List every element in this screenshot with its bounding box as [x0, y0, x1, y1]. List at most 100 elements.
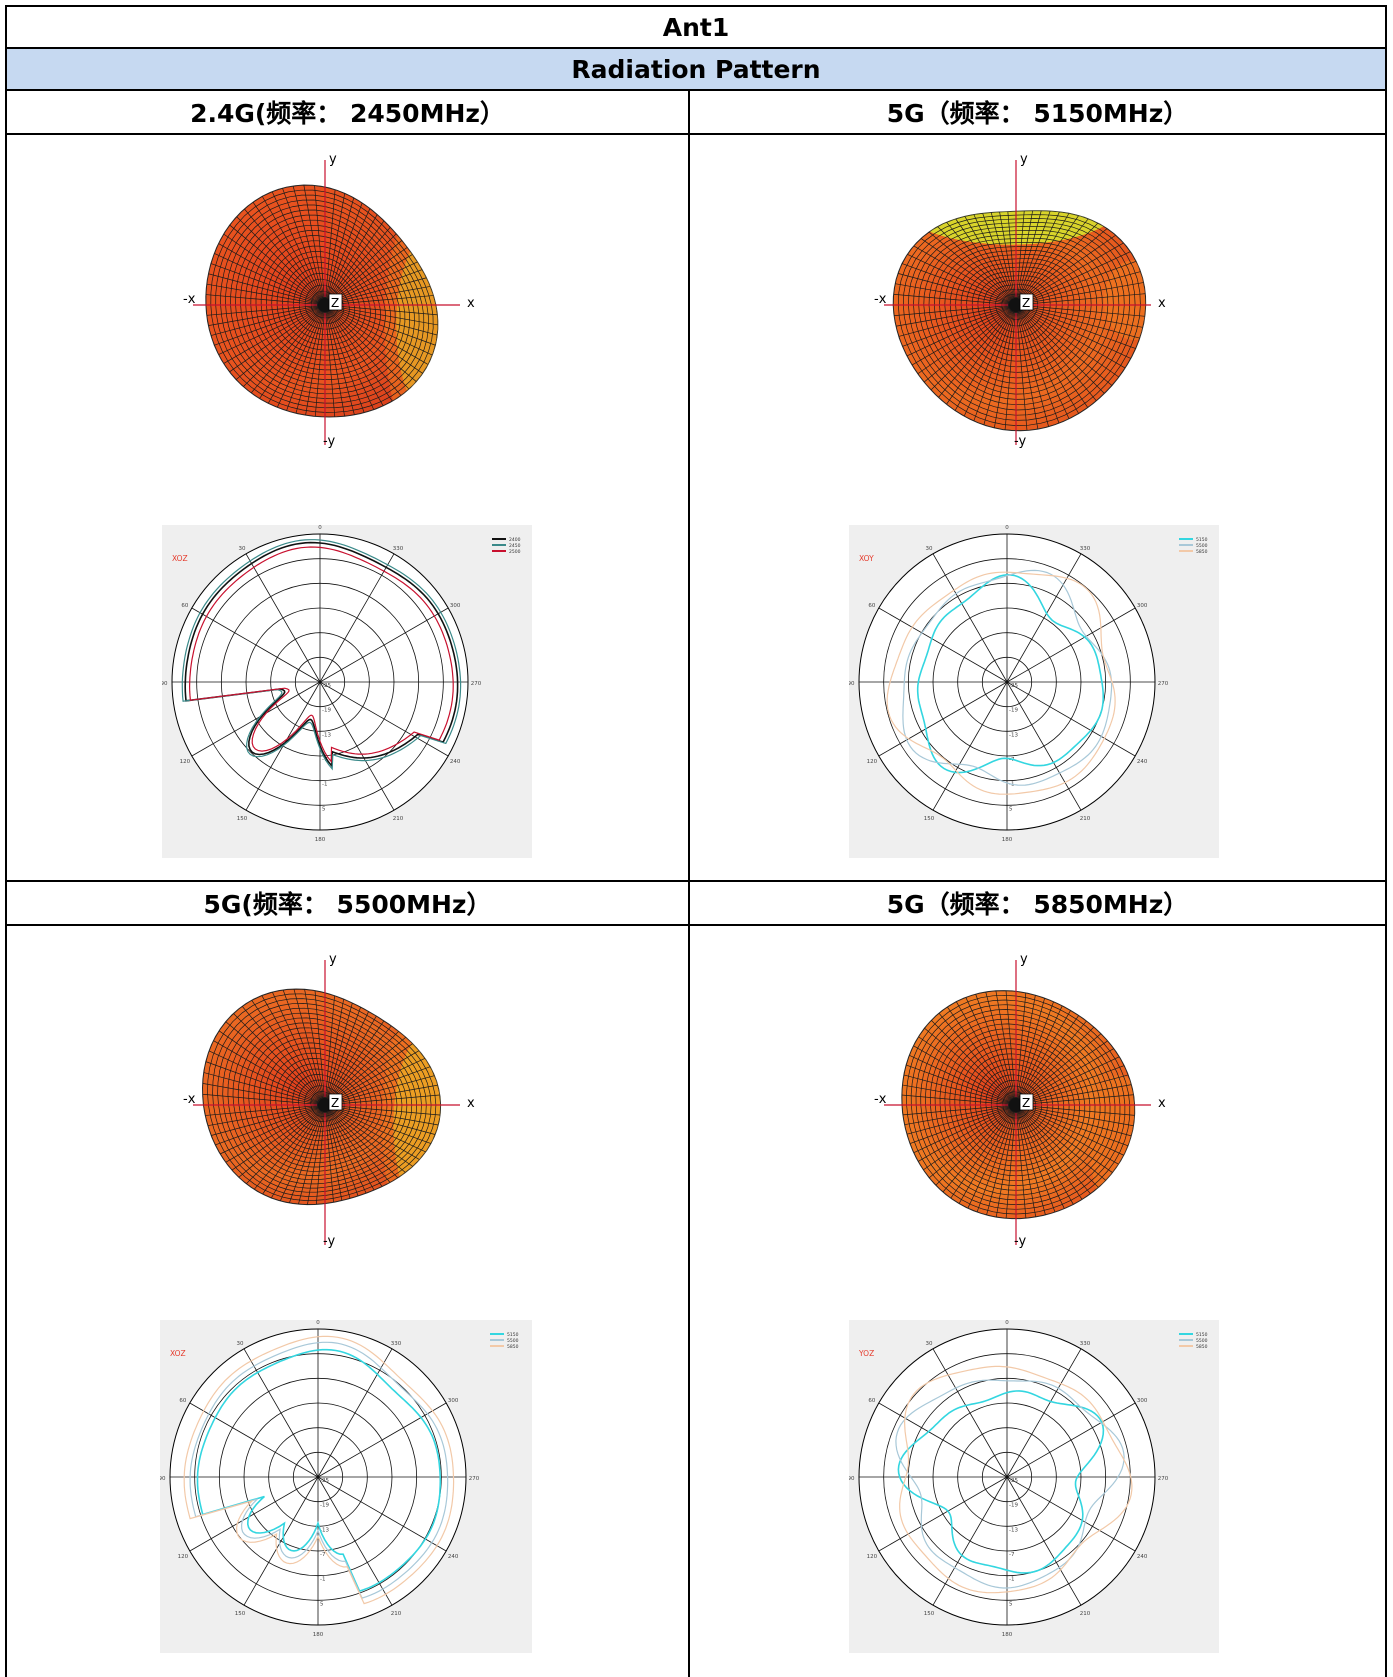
polar-angle-label: 150 — [235, 1611, 246, 1617]
axis-label-x: x — [1158, 1096, 1166, 1111]
polar-plane-label: XOZ — [170, 1349, 186, 1358]
polar-ring-label: -1 — [322, 782, 327, 788]
polar-angle-label: 180 — [313, 1632, 324, 1638]
polar-spoke — [1006, 681, 1082, 811]
cell-header-5850: 5G（频率： 5850MHz） — [886, 890, 1189, 919]
pattern-center — [1009, 298, 1023, 312]
axis-label-z: Z — [1022, 1096, 1030, 1110]
polar-angle-label: 60 — [179, 1398, 186, 1404]
polar-angle-label: 300 — [1137, 1398, 1148, 1404]
axis-label-x: x — [467, 1096, 475, 1111]
polar-angle-label: 330 — [393, 546, 404, 552]
polar-ring-label: 5 — [322, 806, 326, 812]
polar-angle-label: 0 — [318, 525, 322, 531]
polar-plane-label: YOZ — [858, 1349, 874, 1358]
polar-angle-label: 120 — [180, 759, 191, 765]
polar-spoke — [932, 681, 1008, 811]
polar-spoke — [1006, 1402, 1136, 1478]
polar-plot: 0 30 60 90 120 150 180 210 240 270 300 330 -25 -19 -13… — [849, 525, 1219, 858]
axis-label-z: Z — [331, 1096, 339, 1110]
polar-ring-label: -13 — [320, 1527, 329, 1533]
polar-series-5850 — [183, 1335, 455, 1605]
polar-ring-label: 5 — [1009, 1601, 1013, 1607]
rule-1 — [5, 47, 1387, 49]
pattern-3d: y -y -x x Z — [874, 155, 1166, 449]
legend-label: 2500 — [509, 549, 521, 555]
cell-header-5150: 5G（频率： 5150MHz） — [886, 99, 1189, 128]
axis-label-z-box — [1019, 1093, 1034, 1111]
polar-angle-label: 30 — [926, 1341, 933, 1347]
polar-spoke — [319, 607, 449, 683]
polar-angle-label: 90 — [160, 1476, 166, 1482]
legend-label: 5500 — [1196, 543, 1208, 549]
polar-angle-label: 240 — [1137, 1554, 1148, 1560]
polar-angle-label: 60 — [181, 603, 188, 609]
polar-ring-label: -13 — [322, 732, 331, 738]
polar-angle-label: 240 — [450, 759, 461, 765]
polar-angle-label: 270 — [469, 1476, 480, 1482]
polar-ring-label: -19 — [322, 708, 331, 714]
polar-ring-label: -13 — [1009, 1527, 1018, 1533]
axis-label-x: x — [1158, 296, 1166, 311]
polar-series-5150 — [196, 1348, 442, 1593]
polar-ring-label: -19 — [1009, 708, 1018, 714]
polar-plane-label: XOY — [859, 554, 874, 563]
polar-angle-label: 60 — [868, 603, 875, 609]
rule-5 — [5, 924, 1387, 926]
pattern-center — [318, 1098, 332, 1112]
cell-header-5500: 5G(频率： 5500MHz） — [203, 890, 492, 919]
polar-angle-label: 60 — [868, 1398, 875, 1404]
polar-angle-label: 300 — [448, 1398, 459, 1404]
polar-angle-label: 210 — [391, 1611, 402, 1617]
axis-label-y: y — [1020, 955, 1028, 967]
polar-angle-label: 30 — [239, 546, 246, 552]
border-right — [1385, 5, 1387, 1677]
polar-ring-label: -13 — [1009, 732, 1018, 738]
polar-angle-label: 240 — [448, 1554, 459, 1560]
polar-series-2500 — [188, 546, 454, 764]
polar-angle-label: 120 — [867, 1554, 878, 1560]
subtitle-background — [6, 48, 1386, 90]
polar-angle-label: 180 — [315, 837, 326, 843]
legend-label: 5850 — [507, 1344, 519, 1350]
polar-angle-label: 0 — [1005, 525, 1009, 531]
polar-spoke — [317, 1476, 393, 1606]
axis-label-z: Z — [1022, 296, 1030, 310]
polar-angle-label: 0 — [1005, 1320, 1009, 1326]
axis-label-neg-x: -x — [874, 1092, 887, 1107]
polar-series-2450 — [181, 539, 462, 771]
pattern-3d: y -y -x x Z — [183, 155, 475, 449]
polar-angle-label: 150 — [924, 1611, 935, 1617]
polar-spoke — [319, 553, 395, 683]
polar-plot: 0 30 60 90 120 150 180 210 240 270 300 330 -25 -19 -13… — [160, 1320, 532, 1653]
pattern-center — [318, 298, 332, 312]
axis-label-z-box — [328, 293, 343, 311]
axis-label-neg-y: -y — [1014, 434, 1026, 449]
polar-ring-label: -19 — [1009, 1503, 1018, 1509]
pattern-3d: y -y -x x Z — [183, 955, 475, 1249]
polar-angle-label: 270 — [1158, 1476, 1169, 1482]
table-title: Ant1 — [662, 12, 730, 42]
polar-spoke — [1006, 607, 1136, 683]
polar-spoke — [319, 681, 395, 811]
polar-angle-label: 240 — [1137, 759, 1148, 765]
polar-angle-label: 30 — [237, 1341, 244, 1347]
legend-label: 5850 — [1196, 1344, 1208, 1350]
axis-label-y: y — [1020, 155, 1028, 167]
rule-3 — [5, 133, 1387, 135]
rule-2 — [5, 89, 1387, 91]
polar-series-2400 — [184, 541, 459, 769]
table-subtitle: Radiation Pattern — [571, 54, 821, 84]
polar-angle-label: 120 — [178, 1554, 189, 1560]
pattern-highlight — [901, 210, 1146, 340]
pattern-axes — [193, 960, 460, 1245]
polar-angle-label: 210 — [393, 816, 404, 822]
polar-spoke — [317, 1348, 393, 1478]
polar-spoke — [1006, 553, 1082, 683]
axis-label-neg-x: -x — [183, 1092, 196, 1107]
polar-spoke — [243, 1476, 319, 1606]
polar-ring-label: -7 — [320, 1552, 326, 1558]
polar-spoke — [1006, 1348, 1082, 1478]
polar-angle-label: 0 — [316, 1320, 320, 1326]
polar-angle-label: 300 — [450, 603, 461, 609]
